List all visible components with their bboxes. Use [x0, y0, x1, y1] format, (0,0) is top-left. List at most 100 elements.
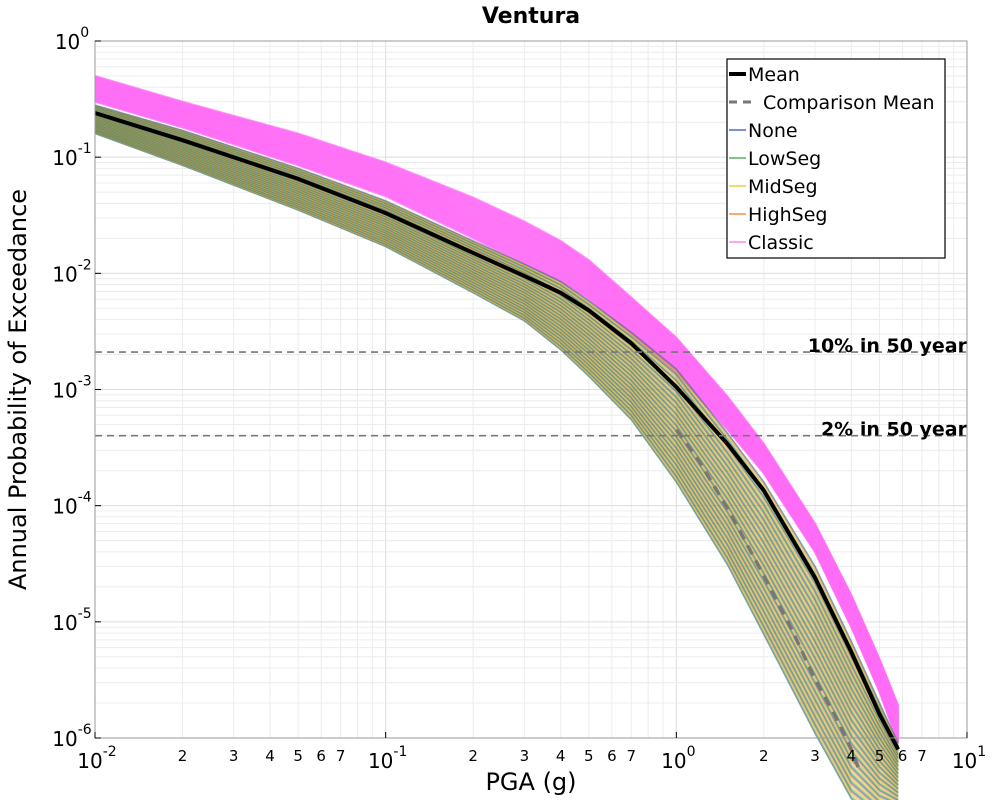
segmented-branch-curve — [94, 109, 899, 757]
segmented-branch-curve — [94, 115, 899, 774]
segmented-branch-curve — [94, 121, 899, 790]
segmented-branch-curve — [94, 109, 899, 756]
segmented-branch-curve — [94, 121, 899, 790]
mean-curve — [94, 111, 900, 751]
segmented-branch-curve — [94, 119, 899, 785]
segmented-branch-curve — [94, 104, 899, 745]
x-minor-tick-label: 5 — [584, 747, 594, 765]
legend-label: None — [748, 120, 798, 142]
segmented-branch-curve — [94, 113, 899, 768]
segmented-branch-curve — [94, 129, 876, 800]
segmented-branch-curve — [94, 105, 899, 746]
x-minor-tick-label: 7 — [627, 747, 637, 765]
x-minor-tick-label: 4 — [556, 747, 566, 765]
segmented-branch-curve — [94, 132, 855, 800]
x-tick-label: 100 — [661, 744, 695, 773]
legend-box — [726, 58, 946, 259]
segmented-branch-curve — [94, 118, 899, 781]
y-tick-label: 10-4 — [52, 490, 92, 519]
y-tick-label: 10-6 — [52, 722, 92, 751]
segmented-branch-curve — [94, 116, 899, 778]
segmented-branch-curve — [94, 104, 899, 744]
y-tick-label: 100 — [55, 25, 89, 54]
segmented-branch-curve — [94, 131, 860, 800]
segmented-branch-curve — [94, 131, 864, 800]
x-minor-tick-label: 6 — [316, 747, 326, 765]
segmented-branch-curve — [94, 126, 894, 800]
x-minor-tick-label: 4 — [265, 747, 275, 765]
segmented-branch-curve — [94, 120, 899, 787]
segmented-branch-curve — [94, 129, 873, 800]
y-tick-label: 10-5 — [52, 606, 91, 635]
segmented-branch-curve — [94, 130, 867, 800]
y-axis-label: Annual Probability of Exceedance — [4, 189, 32, 590]
segmented-branch-curve — [94, 131, 862, 800]
x-axis-label: PGA (g) — [485, 768, 576, 796]
segmented-branch-curve — [94, 116, 899, 776]
segmented-branch-curve — [94, 117, 899, 780]
x-minor-tick-label: 2 — [468, 747, 478, 765]
segmented-branch-curve — [94, 120, 899, 786]
segmented-branch-curve — [94, 109, 899, 758]
reference-line-label: 10% in 50 year — [808, 335, 968, 357]
segmented-branch-curve — [94, 128, 878, 800]
x-minor-tick-label: 6 — [898, 747, 908, 765]
segmented-branch-curve — [94, 115, 899, 773]
segmented-branch-curve — [94, 104, 899, 744]
x-minor-tick-label: 6 — [607, 747, 617, 765]
segmented-branch-curve — [94, 126, 896, 800]
segmented-branch-curve — [94, 119, 899, 784]
x-minor-tick-label: 2 — [759, 747, 769, 765]
x-tick-label: 10-2 — [77, 744, 116, 773]
segmented-branch-curve — [94, 113, 899, 769]
segmented-branch-curve — [94, 130, 869, 800]
segmented-branch-curve — [94, 118, 899, 782]
segmented-branch-curve — [94, 132, 855, 800]
x-minor-tick-label: 4 — [847, 747, 857, 765]
segmented-branch-curve — [94, 110, 899, 759]
segmented-branch-curve — [94, 127, 889, 800]
segmented-branch-curve — [94, 114, 899, 771]
segmented-branch-curve — [94, 121, 899, 791]
segmented-branch-curve — [94, 120, 899, 788]
segmented-branch-curve — [94, 118, 899, 783]
segmented-branch-curve — [94, 131, 864, 800]
x-tick-label: 101 — [952, 744, 986, 773]
y-tick-label: 10-3 — [52, 374, 91, 403]
legend-label: Classic — [748, 232, 814, 254]
segmented-branch-curve — [94, 130, 871, 800]
segmented-branch-curve — [94, 122, 899, 794]
x-minor-tick-label: 5 — [293, 747, 303, 765]
segmented-branch-curve — [94, 128, 879, 800]
segmented-branch-curve — [94, 127, 891, 800]
segmented-branch-curve — [94, 121, 899, 789]
x-minor-tick-label: 2 — [178, 747, 188, 765]
segmented-branch-curve — [94, 118, 899, 782]
x-minor-tick-label: 3 — [810, 747, 820, 765]
segmented-branch-curve — [94, 128, 882, 800]
segmented-branch-curve — [94, 125, 898, 800]
legend: Mean Comparison Mean None LowSeg MidSeg HighS… — [726, 58, 946, 259]
segmented-branch-curve — [94, 114, 899, 771]
reference-line-label: 2% in 50 year — [821, 419, 968, 441]
x-tick-label: 10-1 — [368, 744, 407, 773]
legend-label: HighSeg — [748, 204, 827, 226]
segmented-branch-curve — [94, 117, 899, 779]
segmented-branch-curve — [94, 128, 879, 800]
segmented-branch-curve — [94, 125, 899, 800]
comparison-mean-curve — [674, 428, 863, 774]
x-minor-tick-label: 3 — [229, 747, 239, 765]
segmented-branch-curve — [94, 116, 899, 777]
segmented-branch-curve — [94, 124, 899, 798]
classic-branch-curve — [94, 74, 900, 707]
segmented-branch-curve — [94, 124, 899, 799]
y-tick-label: 10-1 — [52, 141, 91, 170]
segmented-branch-curve — [94, 110, 899, 759]
segmented-branch-curve — [94, 115, 899, 775]
legend-label: MidSeg — [748, 176, 818, 198]
segmented-branch-curve — [94, 123, 899, 795]
segmented-branch-curve — [94, 117, 899, 778]
segmented-branch-curve — [94, 124, 899, 797]
segmented-branch-curve — [94, 130, 872, 800]
segmented-branch-curve — [94, 117, 899, 779]
